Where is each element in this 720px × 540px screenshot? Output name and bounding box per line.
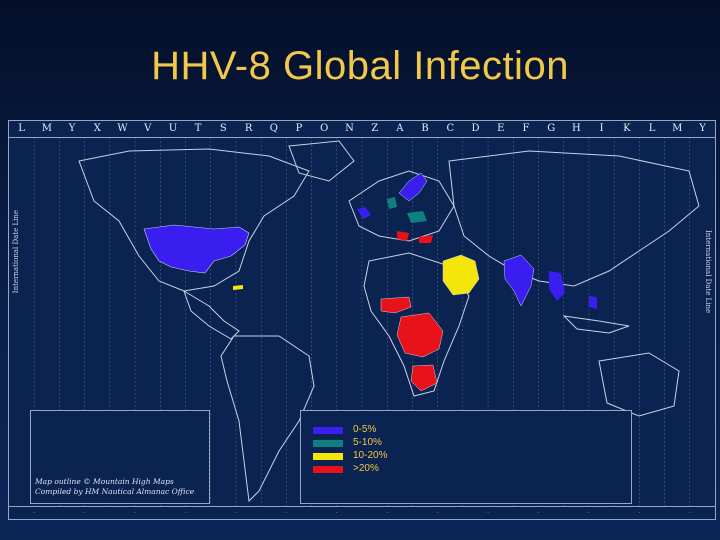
legend-swatch-2 — [313, 452, 343, 460]
time-zone-10: Q — [269, 123, 278, 134]
central-america-outline — [183, 289, 240, 340]
scale-tick: · — [386, 510, 388, 516]
south-america-outline — [220, 335, 315, 503]
scale-tick: · — [588, 510, 590, 516]
legend-swatch-0 — [313, 426, 343, 434]
region-india — [503, 254, 535, 307]
time-zone-9: R — [244, 123, 253, 134]
region-west-africa — [380, 296, 412, 314]
side-label-right: International Date Line — [704, 230, 712, 314]
time-zone-6: U — [168, 123, 178, 134]
time-zone-13: N — [345, 123, 354, 134]
time-zone-22: H — [572, 123, 581, 134]
time-zone-4: W — [117, 123, 128, 134]
time-zone-24: K — [623, 123, 631, 134]
legend-item-0: 0-5% — [313, 425, 376, 435]
scale-tick: · — [134, 510, 136, 516]
map-credit: Map outline © Mountain High Maps Compile… — [35, 477, 194, 497]
region-united-states — [143, 224, 250, 274]
time-zone-7: T — [194, 123, 202, 134]
indonesia-outline — [562, 315, 630, 334]
time-zone-2: Y — [68, 123, 76, 134]
region-turkey — [419, 235, 433, 243]
region-central-europe — [407, 211, 427, 223]
legend-label-2: 10-20% — [353, 450, 388, 461]
legend-item-3: >20% — [313, 464, 379, 474]
time-zone-26: M — [672, 123, 683, 134]
time-zone-11: P — [295, 123, 303, 134]
region-middle-east — [442, 254, 480, 296]
time-zone-23: I — [599, 123, 604, 134]
region-caribbean — [233, 285, 243, 290]
legend: 0-5% 5-10% 10-20% >20% — [300, 410, 632, 504]
scale-tick: · — [688, 510, 691, 516]
region-southeast-asia-2 — [589, 296, 597, 309]
greenland-outline — [288, 140, 355, 182]
scale-tick: · — [235, 510, 237, 516]
time-zone-25: L — [648, 123, 656, 134]
side-label-left: International Date Line — [12, 210, 20, 294]
credit-box: Map outline © Mountain High Maps Compile… — [30, 410, 210, 504]
scale-tick: · — [285, 510, 288, 516]
time-zone-17: C — [446, 123, 455, 134]
region-uk — [387, 197, 397, 209]
time-zone-3: X — [93, 123, 101, 134]
slide-title: HHV-8 Global Infection — [151, 44, 569, 88]
time-zone-20: F — [522, 123, 530, 134]
scale-tick: · — [83, 510, 86, 516]
credit-line-1: Map outline © Mountain High Maps — [35, 477, 174, 486]
time-zone-14: Z — [371, 123, 379, 134]
time-zone-12: O — [320, 123, 329, 134]
region-mediterranean — [397, 231, 409, 241]
legend-label-3: >20% — [353, 463, 379, 474]
map-canvas — [33, 137, 700, 507]
legend-item-1: 5-10% — [313, 438, 382, 448]
region-western-europe — [357, 207, 371, 219]
scale-tick: · — [537, 510, 540, 516]
bottom-scale: · · · · · · · · · · · · · · — [9, 506, 715, 519]
asia-outline — [448, 150, 700, 287]
scale-tick: · — [184, 510, 187, 516]
legend-swatch-3 — [313, 465, 343, 473]
legend-swatch-1 — [313, 439, 343, 447]
north-america-outline — [78, 148, 310, 292]
legend-item-2: 10-20% — [313, 451, 387, 461]
time-zone-19: E — [497, 123, 505, 134]
time-zone-27: Y — [699, 123, 706, 134]
australia-outline — [598, 352, 680, 417]
region-northern-europe — [398, 172, 428, 202]
time-zone-16: B — [421, 123, 429, 134]
scale-tick: · — [638, 510, 641, 516]
time-zone-15: A — [396, 123, 404, 134]
scale-tick: · — [335, 510, 338, 516]
time-zone-1: M — [41, 123, 52, 134]
time-zone-8: S — [219, 123, 227, 134]
region-southeast-asia — [549, 271, 565, 301]
legend-label-0: 0-5% — [353, 424, 377, 435]
scale-tick: · — [33, 510, 35, 516]
credit-line-2: Compiled by HM Nautical Almanac Office — [35, 487, 195, 496]
time-zone-0: L — [18, 123, 25, 134]
time-zone-18: D — [471, 123, 480, 134]
scale-tick: · — [436, 510, 439, 516]
time-zone-5: V — [144, 123, 152, 134]
legend-label-1: 5-10% — [353, 437, 382, 448]
region-southern-africa — [410, 364, 438, 392]
scale-tick: · — [487, 510, 489, 516]
time-zone-21: G — [547, 123, 556, 134]
region-central-africa — [396, 312, 444, 358]
europe-outline — [348, 170, 455, 242]
